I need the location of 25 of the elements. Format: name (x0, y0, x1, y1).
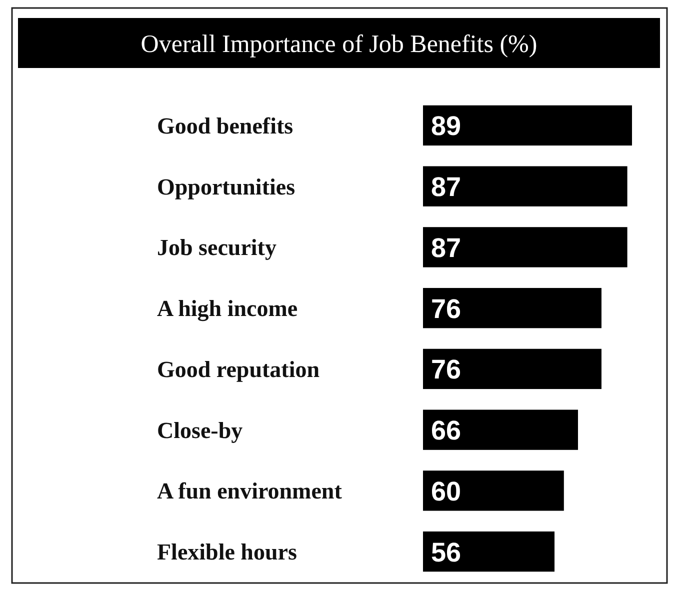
bar (423, 470, 564, 511)
y-tick-label: A fun environment (157, 478, 342, 504)
y-tick-label: Flexible hours (157, 540, 297, 565)
y-tick-label: Opportunities (157, 174, 296, 200)
y-tick-label: A high income (157, 296, 298, 322)
chart-title: Overall Importance of Job Benefits (%) (140, 30, 538, 58)
bar (423, 410, 578, 450)
data-label: 66 (431, 416, 462, 446)
bar (423, 288, 602, 328)
data-label: 76 (431, 294, 462, 324)
y-tick-label: Good benefits (157, 113, 294, 138)
data-label: 76 (431, 354, 462, 385)
data-label: 56 (431, 537, 462, 568)
data-label: 87 (431, 232, 462, 263)
bar (423, 348, 602, 390)
data-label: 60 (431, 476, 462, 506)
data-label: 89 (431, 111, 462, 142)
y-tick-label: Close-by (157, 418, 244, 443)
y-tick-label: Job security (157, 235, 277, 260)
bar (423, 531, 555, 572)
bar (423, 105, 632, 146)
bar (423, 166, 628, 206)
data-label: 87 (431, 172, 462, 202)
bar (423, 227, 628, 268)
y-tick-label: Good reputation (157, 356, 320, 382)
